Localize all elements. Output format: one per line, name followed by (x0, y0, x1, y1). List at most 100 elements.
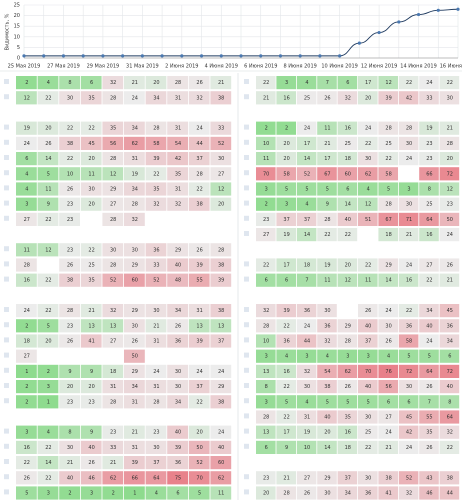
cell-value: 56 (385, 384, 391, 390)
heat-cell (210, 136, 232, 150)
heat-cell (167, 380, 188, 394)
heat-cell (188, 304, 210, 318)
heat-cell (80, 121, 102, 135)
heat-cell (378, 349, 398, 363)
cell-value: 76 (385, 369, 391, 375)
cell-value: 12 (218, 187, 224, 193)
row-icon (244, 383, 249, 388)
cell-value: 50 (132, 354, 138, 360)
heat-cell (398, 152, 419, 166)
cell-value: 38 (218, 263, 224, 269)
cell-value: 25 (345, 141, 351, 147)
heat-cell (16, 319, 37, 333)
heat-cell (317, 167, 337, 181)
cell-value: 39 (132, 460, 138, 466)
heat-cell (210, 456, 232, 470)
heat-cell (37, 395, 59, 409)
cell-value: 23 (67, 202, 73, 208)
cell-value: 8 (68, 430, 71, 436)
cell-value: 24 (385, 430, 391, 436)
row-icon (4, 398, 9, 404)
heat-cell (16, 471, 37, 485)
cell-value: 62 (365, 171, 371, 177)
heat-cell (210, 334, 232, 348)
cell-value: 23 (263, 217, 269, 223)
data-point (101, 54, 105, 58)
cell-value: 5 (285, 187, 288, 193)
cell-value: 3 (47, 384, 50, 390)
heat-cell (398, 91, 419, 105)
cell-value: 39 (175, 445, 181, 451)
cell-value: 30 (365, 475, 371, 481)
cell-value: 22 (45, 308, 51, 314)
cell-value: 39 (385, 95, 391, 101)
row-icon (4, 383, 9, 388)
cell-value: 13 (263, 369, 269, 375)
cell-value: 3 (47, 491, 50, 497)
heat-cell (124, 440, 145, 454)
heat-cell (210, 91, 232, 105)
cell-value: 25 (426, 202, 432, 208)
heat-cell (419, 471, 439, 485)
heat-cell (80, 395, 102, 409)
heat-cell (296, 228, 317, 242)
cell-value: 2 (265, 202, 268, 208)
cell-value: 13 (263, 430, 269, 436)
x-tick-label: 31 Мая 2019 (126, 64, 159, 70)
heat-cell (145, 304, 167, 318)
cell-value: 52 (110, 278, 116, 284)
cell-value: 22 (447, 80, 453, 86)
heat-cell (276, 91, 296, 105)
cell-value: 30 (88, 187, 94, 193)
heat-cell (378, 76, 398, 90)
cell-value: 19 (283, 232, 289, 238)
heat-cell (378, 121, 398, 135)
heat-cell (124, 76, 145, 90)
heat-cell (16, 456, 37, 470)
cell-value: 22 (365, 263, 371, 269)
cell-value: 31 (132, 445, 138, 451)
heat-cell (59, 425, 80, 439)
heat-cell (102, 486, 124, 500)
row-icon (244, 322, 249, 328)
cell-value: 24 (385, 308, 391, 314)
cell-value: 40 (345, 217, 351, 223)
row-icon (4, 94, 9, 100)
heat-cell (37, 212, 59, 226)
heat-cell (124, 197, 145, 211)
heat-cell (439, 136, 460, 150)
heat-cell (419, 91, 439, 105)
heat-cell (358, 76, 378, 90)
cell-value: 31 (175, 126, 181, 132)
cell-value: 30 (365, 156, 371, 162)
cell-value: 44 (304, 339, 310, 345)
cell-value: 70 (196, 475, 202, 481)
heat-cell (124, 152, 145, 166)
heat-cell (337, 319, 358, 333)
heat-cell (378, 380, 398, 394)
row-icon (4, 443, 9, 449)
heat-cell (398, 273, 419, 287)
cell-value: 1 (133, 491, 136, 497)
heat-cell (337, 471, 358, 485)
heat-cell (358, 182, 378, 196)
heat-cell (317, 425, 337, 439)
heat-cell (337, 273, 358, 287)
heat-cell (439, 304, 460, 318)
cell-value: 20 (88, 384, 94, 390)
heat-cell (16, 212, 37, 226)
heat-cell (80, 380, 102, 394)
cell-value: 11 (218, 491, 224, 497)
heat-cell (317, 410, 337, 424)
heat-cell (276, 121, 296, 135)
heat-cell (276, 349, 296, 363)
cell-value: 32 (175, 202, 181, 208)
row-icon (244, 139, 249, 145)
cell-value: 20 (45, 339, 51, 345)
heat-cell (16, 136, 37, 150)
heat-cell (378, 319, 398, 333)
heat-cell (16, 197, 37, 211)
cell-value: 19 (304, 430, 310, 436)
cell-value: 30 (304, 384, 310, 390)
heat-cell (439, 273, 460, 287)
